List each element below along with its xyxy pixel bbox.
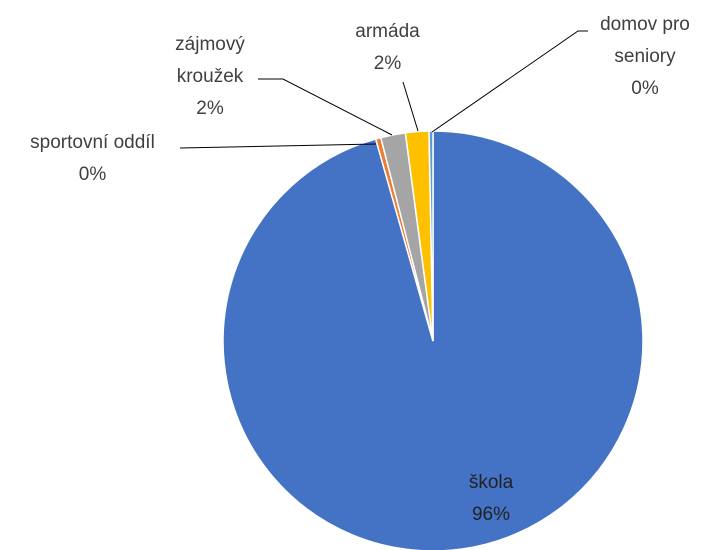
leader-line	[431, 30, 588, 133]
category: škola	[468, 472, 514, 493]
slice-label: armáda 2%	[330, 16, 445, 80]
value-label: 0%	[631, 78, 659, 99]
leader-line	[179, 143, 377, 149]
pie-slice	[222, 130, 644, 550]
value-label: 2%	[373, 53, 402, 74]
slice-label: zájmový kroužek 2%	[150, 29, 270, 125]
category: zájmový kroužek	[175, 34, 245, 87]
category: armáda	[355, 21, 420, 42]
category: sportovní oddíl	[30, 132, 155, 153]
slice-label: domov pro seniory 0%	[575, 9, 709, 105]
slice-label: sportovní oddíl 0%	[0, 127, 185, 191]
slice-label: škola 96%	[431, 467, 551, 531]
category: domov pro seniory	[600, 14, 690, 67]
value-label: 0%	[78, 164, 107, 185]
value-label: 96%	[471, 504, 511, 525]
leader-line	[402, 81, 419, 132]
leader-line	[258, 78, 393, 136]
value-label: 2%	[196, 98, 224, 119]
